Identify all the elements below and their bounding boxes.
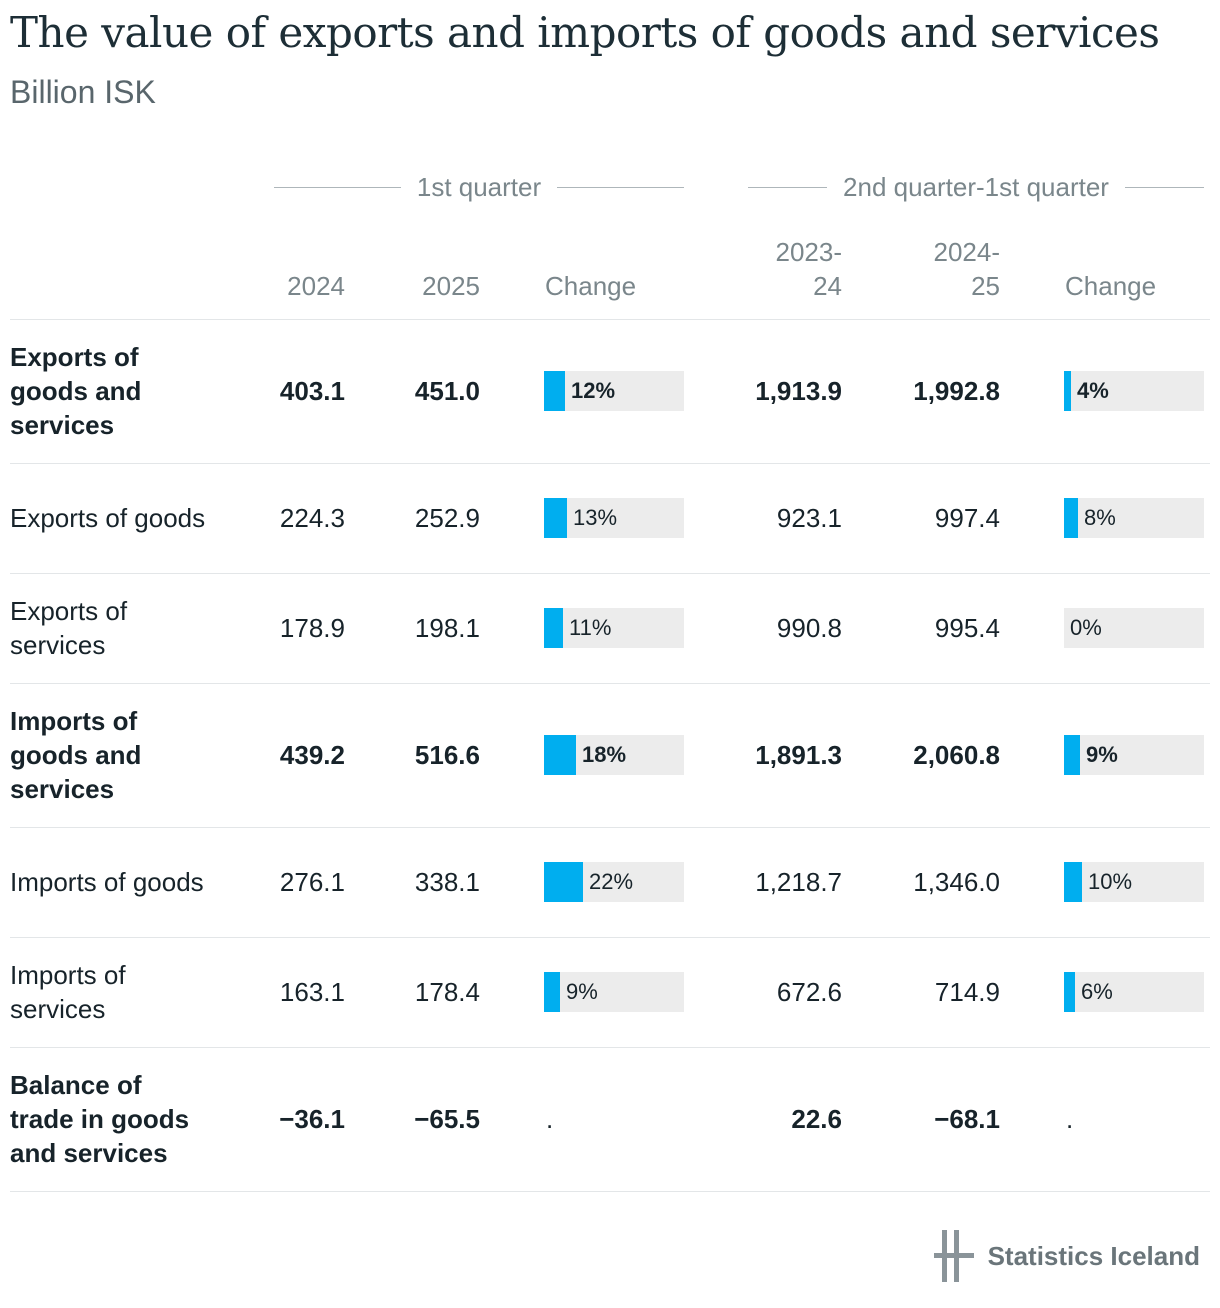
value-2025: 198.1 — [414, 612, 480, 643]
change-bar-fill — [1064, 972, 1075, 1012]
change-bar: 9% — [1064, 735, 1204, 775]
group-divider — [1124, 186, 1204, 188]
value-2024: 163.1 — [279, 976, 345, 1007]
value-2025: 252.9 — [414, 502, 480, 533]
value-2024: 403.1 — [279, 375, 345, 406]
value-2024-25: 714.9 — [934, 976, 1000, 1007]
group-divider — [748, 186, 828, 188]
change-value: 10% — [1088, 869, 1133, 894]
change-bar: 8% — [1064, 498, 1204, 538]
statistics-iceland-logo-icon — [933, 1230, 974, 1282]
row-label: Exports of services — [10, 596, 128, 660]
row-label: Exports of goods — [10, 503, 206, 533]
value-2024-25: 995.4 — [934, 612, 1000, 643]
value-2024: 178.9 — [279, 612, 345, 643]
group-divider — [557, 186, 685, 188]
value-2023-24: 990.8 — [776, 612, 842, 643]
change-value: 18% — [582, 742, 627, 767]
group-label-q2q1: 2nd quarter-1st quarter — [843, 171, 1109, 202]
change-bar-fill — [1064, 735, 1080, 775]
change-value: 0% — [1070, 615, 1102, 640]
row-label: Balance of trade in goods and services — [10, 1070, 190, 1168]
value-2025: 338.1 — [414, 866, 480, 897]
change-bar: 10% — [1064, 862, 1204, 902]
row-divider — [10, 573, 1210, 574]
change-value: . — [1066, 1103, 1074, 1134]
value-2025: 451.0 — [414, 375, 480, 406]
chart-title: The value of exports and imports of good… — [10, 8, 1160, 57]
row-divider — [10, 1191, 1210, 1192]
value-2023-24: 1,218.7 — [755, 866, 842, 897]
value-2025: 178.4 — [414, 976, 480, 1007]
value-2024: −36.1 — [279, 1103, 345, 1134]
column-header-change-q1: Change — [545, 271, 637, 301]
change-bar-fill — [1064, 498, 1078, 538]
row-divider — [10, 1047, 1210, 1048]
change-bar-fill — [544, 735, 576, 775]
statistics-iceland-logo: Statistics Iceland — [933, 1230, 1200, 1282]
row-divider — [10, 937, 1210, 938]
change-bar-fill — [1064, 371, 1071, 411]
change-bar: 0% — [1064, 608, 1204, 648]
change-value: 12% — [571, 378, 616, 403]
change-value: 9% — [1086, 742, 1118, 767]
value-2023-24: 923.1 — [776, 502, 842, 533]
value-2024-25: 1,992.8 — [913, 375, 1000, 406]
column-header-2025: 2025 — [422, 271, 480, 301]
change-bar-fill — [544, 608, 563, 648]
value-2024-25: 2,060.8 — [913, 739, 1000, 770]
change-value: 11% — [569, 615, 612, 640]
value-2023-24: 1,913.9 — [755, 375, 842, 406]
change-value: 13% — [573, 505, 618, 530]
change-bar-fill — [544, 371, 565, 411]
row-divider — [10, 683, 1210, 684]
change-bar: 18% — [544, 735, 684, 775]
value-2025: −65.5 — [414, 1103, 480, 1134]
change-bar: 4% — [1064, 371, 1204, 411]
group-divider — [274, 186, 401, 188]
value-2023-24: 1,891.3 — [755, 739, 842, 770]
row-label: Exports of goods and services — [10, 342, 142, 440]
change-bar: 13% — [544, 498, 684, 538]
group-header-q1: 1st quarter — [274, 168, 685, 206]
change-value: 8% — [1084, 505, 1116, 530]
value-2024-25: 1,346.0 — [913, 866, 1000, 897]
row-label: Imports of services — [10, 960, 126, 1024]
row-divider — [10, 463, 1210, 464]
change-bar: 12% — [544, 371, 684, 411]
change-value: . — [546, 1103, 554, 1134]
value-2024: 276.1 — [279, 866, 345, 897]
value-2024-25: −68.1 — [934, 1103, 1000, 1134]
change-value: 22% — [589, 869, 634, 894]
change-bar-fill — [544, 498, 567, 538]
logo-text: Statistics Iceland — [987, 1240, 1200, 1271]
change-bar-fill — [1064, 862, 1082, 902]
change-bar-fill — [544, 972, 560, 1012]
value-2024: 439.2 — [279, 739, 345, 770]
row-label: Imports of goods and services — [10, 706, 142, 804]
value-2024-25: 997.4 — [934, 502, 1000, 533]
value-2024: 224.3 — [279, 502, 345, 533]
value-2025: 516.6 — [414, 739, 480, 770]
change-value: 6% — [1081, 979, 1113, 1004]
value-2023-24: 22.6 — [791, 1103, 842, 1134]
column-header-change-q2q1: Change — [1065, 271, 1157, 301]
group-label-q1: 1st quarter — [416, 171, 542, 202]
change-bar: 9% — [544, 972, 684, 1012]
change-bar: 22% — [544, 862, 684, 902]
row-divider — [10, 827, 1210, 828]
change-bar-fill — [544, 862, 583, 902]
group-header-q2q1: 2nd quarter-1st quarter — [748, 168, 1204, 206]
column-header-2024-25: 2024- 25 — [933, 237, 1001, 301]
header-divider — [10, 319, 1210, 320]
value-2023-24: 672.6 — [776, 976, 842, 1007]
change-value: 4% — [1077, 378, 1109, 403]
row-label: Imports of goods — [10, 867, 204, 897]
change-value: 9% — [566, 979, 598, 1004]
column-header-2024: 2024 — [287, 271, 345, 301]
chart-subtitle: Billion ISK — [10, 74, 156, 110]
column-header-2023-24: 2023- 24 — [775, 237, 843, 301]
change-bar: 11% — [544, 608, 684, 648]
change-bar: 6% — [1064, 972, 1204, 1012]
